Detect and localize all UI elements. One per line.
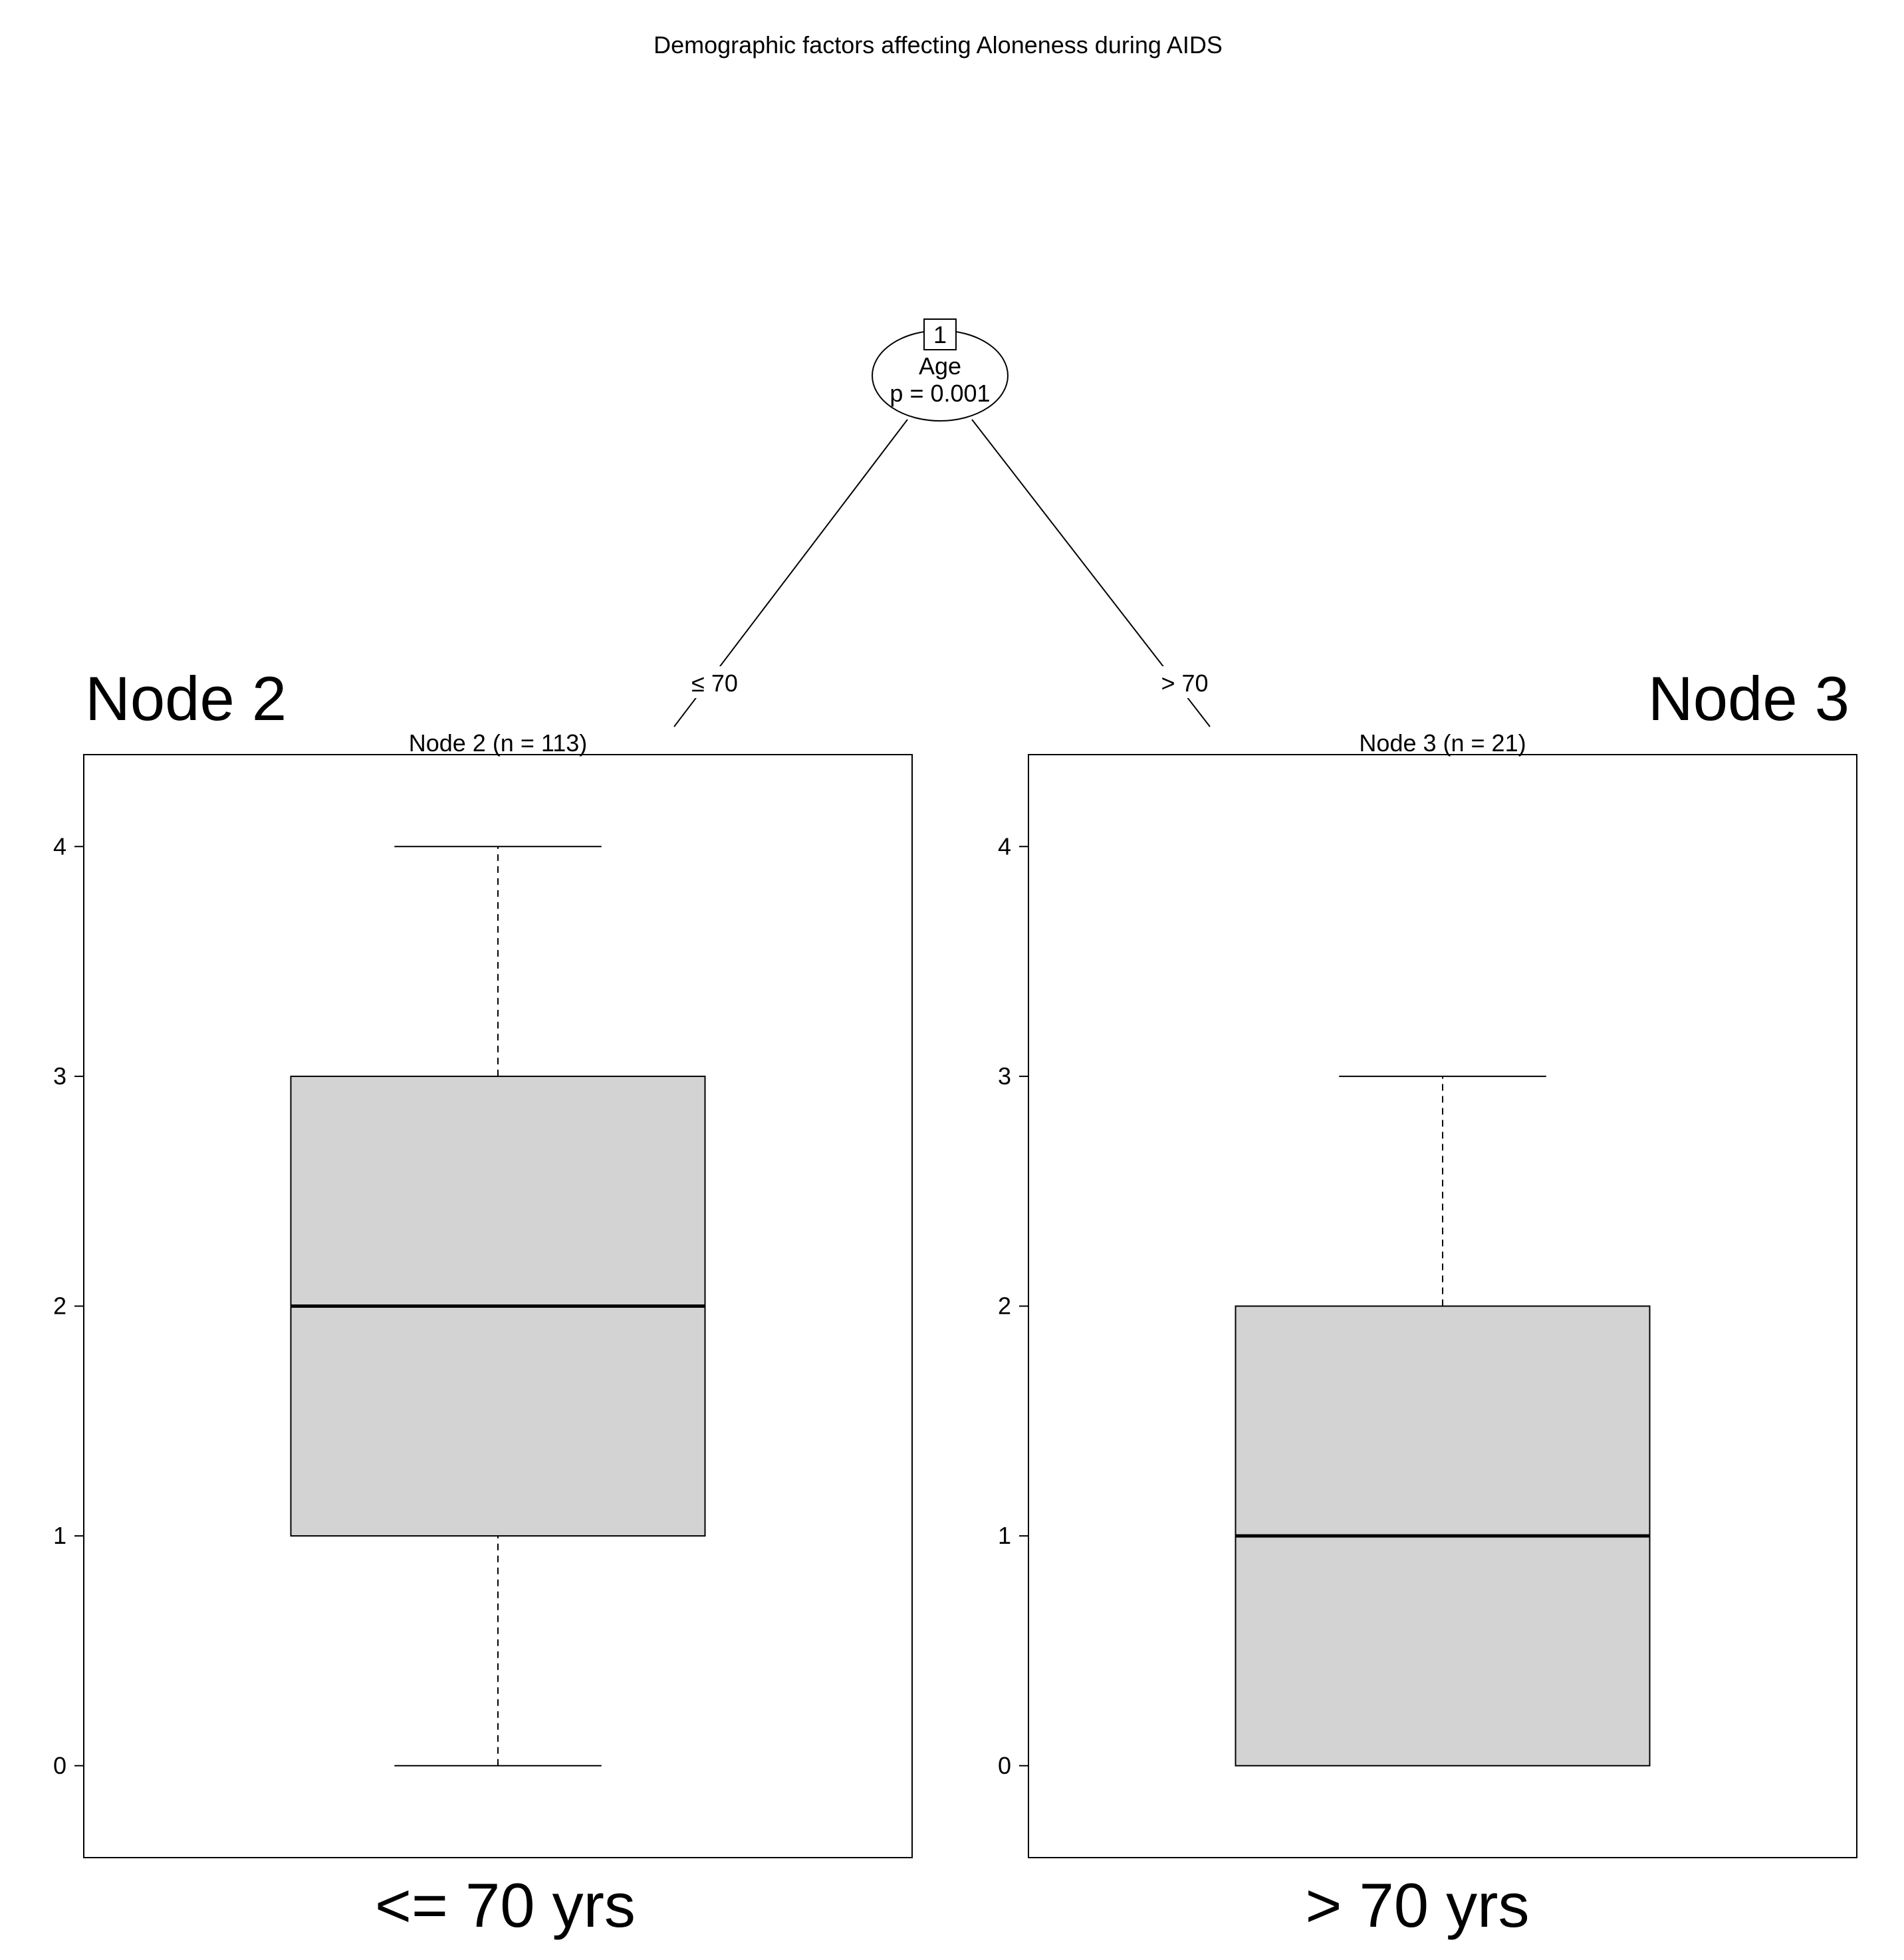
panel-node-3-y-tick-label-1: 1	[998, 1522, 1011, 1549]
panel-node-2-title: Node 2 (n = 113)	[409, 729, 588, 757]
node-3-annotation: Node 3	[1648, 664, 1849, 733]
edge-left-label: ≤ 70	[691, 670, 738, 697]
panel-node-3-box	[1235, 1075, 1651, 1767]
split-node-id-box	[923, 318, 957, 350]
group-label-right: > 70 yrs	[1306, 1870, 1530, 1940]
panel-node-3-title: Node 3 (n = 21)	[1359, 729, 1526, 757]
panel-node-2-y-tick-label-2: 2	[53, 1292, 66, 1320]
panel-node-3: Node 3 (n = 21) 0 1 2 3 4	[998, 729, 1857, 1858]
split-node-variable: Age	[919, 352, 961, 380]
panel-node-2-y-axis: 0 1 2 3 4	[53, 832, 84, 1779]
panel-node-2-y-tick-label-4: 4	[53, 832, 66, 860]
panel-node-3-y-tick-label-3: 3	[998, 1062, 1011, 1090]
panel-node-3-y-axis: 0 1 2 3 4	[998, 832, 1028, 1779]
split-node-id: 1	[933, 321, 947, 348]
panel-node-2-y-tick-label-0: 0	[53, 1752, 66, 1779]
group-label-left: <= 70 yrs	[375, 1870, 636, 1940]
edge-left-label-bg	[675, 666, 754, 698]
panel-node-2-y-tick-label-3: 3	[53, 1062, 66, 1090]
chart-title: Demographic factors affecting Aloneness …	[654, 31, 1223, 59]
edge-right-label-bg	[1145, 666, 1224, 698]
node-2-annotation: Node 2	[85, 664, 287, 733]
panel-node-2-box	[290, 846, 706, 1767]
panel-node-3-y-tick-label-4: 4	[998, 832, 1011, 860]
panel-node-3-y-tick-label-2: 2	[998, 1292, 1011, 1320]
panel-node-2: Node 2 (n = 113) 0 1 2 3 4	[53, 729, 913, 1858]
panel-node-2-y-tick-label-1: 1	[53, 1522, 66, 1549]
edge-right-label: > 70	[1161, 670, 1208, 697]
split-node-p-value: p = 0.001	[890, 380, 990, 407]
panel-node-3-y-tick-label-0: 0	[998, 1752, 1011, 1779]
